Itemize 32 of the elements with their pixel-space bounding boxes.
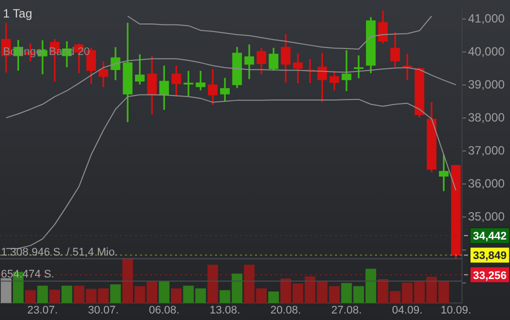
- bar: [62, 286, 72, 303]
- candlestick: [342, 50, 352, 92]
- x-tick-label: 13.08.: [210, 304, 240, 317]
- y-tick-label: 41,000: [468, 11, 506, 26]
- y-tick-label: 38,000: [468, 110, 506, 124]
- ref-line-label: 34,442: [473, 230, 507, 243]
- x-tick-label: 10.09.: [440, 304, 472, 317]
- bar: [37, 286, 48, 303]
- x-tick-label: 30.07.: [88, 304, 119, 317]
- annotation: 1 Tag: [3, 6, 32, 20]
- bar: [158, 281, 170, 303]
- y-tick-label: 37,000: [468, 143, 506, 158]
- y-tick-label: 40,000: [468, 44, 506, 58]
- x-tick-label: 23.07.: [27, 304, 58, 317]
- bar: [0, 278, 12, 303]
- y-tick-label: 36,000: [468, 176, 506, 190]
- bar: [207, 264, 218, 303]
- bar: [25, 290, 36, 303]
- bar: [110, 284, 121, 303]
- y-tick-label: 35,000: [468, 209, 506, 224]
- bar: [170, 288, 182, 303]
- ref-line-label: 33,849: [473, 250, 507, 262]
- bar: [268, 292, 279, 303]
- x-tick-label: 06.08.: [148, 304, 180, 317]
- x-tick-label: 20.08.: [270, 304, 302, 317]
- x-tick-label: 04.09.: [392, 304, 423, 317]
- x-tick-label: 27.08.: [331, 304, 362, 317]
- bar: [49, 290, 60, 303]
- candlestick: [184, 70, 194, 96]
- ref-line-label: 33,256: [473, 270, 507, 282]
- ref-line-label: 1.308.946 S. / 51,4 Mio.: [1, 246, 118, 258]
- y-tick-label: 39,000: [468, 77, 506, 92]
